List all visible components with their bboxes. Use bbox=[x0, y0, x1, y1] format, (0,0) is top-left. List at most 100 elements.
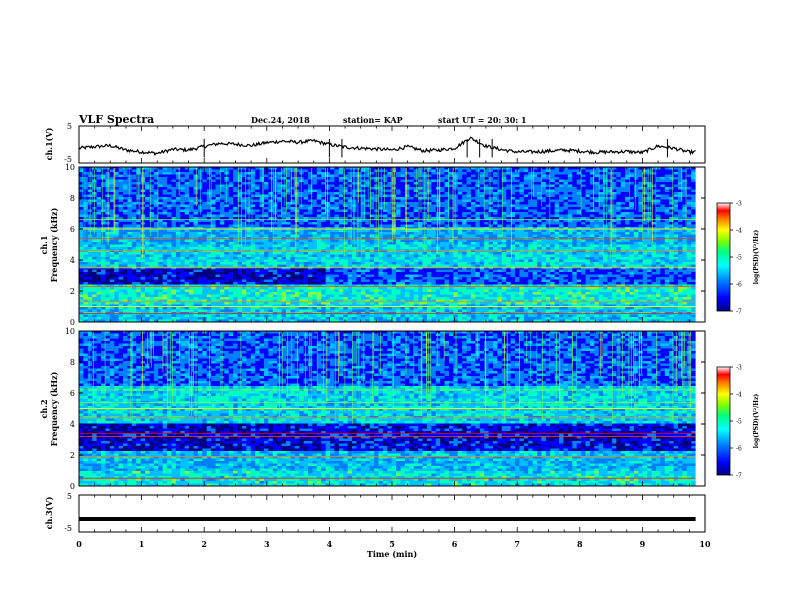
spectrogram-cell bbox=[123, 177, 128, 180]
spectrogram-cell bbox=[572, 179, 578, 183]
spectrogram-cell bbox=[299, 212, 305, 215]
spectrogram-cell bbox=[162, 232, 168, 235]
spectrogram-cell bbox=[554, 239, 560, 243]
spectrogram-cell bbox=[616, 219, 622, 223]
spectrogram-cell bbox=[554, 232, 560, 235]
spectrogram-cell bbox=[484, 209, 489, 213]
spectrogram-cell bbox=[290, 177, 296, 180]
spectrogram-cell bbox=[528, 234, 534, 238]
spectrogram-cell bbox=[299, 189, 305, 193]
spectrogram-cell bbox=[184, 252, 190, 255]
spectrogram-cell bbox=[616, 179, 622, 183]
spectrogram-cell bbox=[308, 242, 313, 245]
spectrogram-cell bbox=[175, 197, 181, 200]
spectrogram-cell bbox=[426, 212, 432, 215]
spectrogram-cell bbox=[501, 197, 507, 200]
spectrogram-cell bbox=[114, 252, 120, 255]
spectrogram-cell bbox=[400, 209, 406, 213]
spectrogram-cell bbox=[255, 194, 260, 198]
spectrogram-cell bbox=[255, 254, 260, 258]
spectrogram-cell bbox=[259, 242, 265, 245]
spectrogram-cell bbox=[532, 174, 538, 178]
spectrogram-cell bbox=[382, 174, 388, 178]
spectrogram-cell bbox=[506, 172, 512, 175]
spectrogram-cell bbox=[453, 227, 459, 230]
spectrogram-cell bbox=[224, 224, 230, 228]
spectrogram-cell bbox=[475, 252, 481, 255]
spectrogram-cell bbox=[462, 189, 467, 193]
spectrogram-cell bbox=[426, 214, 432, 218]
spectrogram-cell bbox=[136, 209, 142, 213]
spectrogram-cell bbox=[673, 239, 679, 243]
spectrogram-cell bbox=[321, 169, 327, 173]
spectrogram-cell bbox=[167, 177, 172, 180]
spectrogram-cell bbox=[290, 232, 296, 235]
spectrogram-cell bbox=[149, 224, 155, 228]
spectrogram-cell bbox=[418, 234, 423, 238]
spectrogram-cell bbox=[250, 182, 256, 185]
spectrogram-cell bbox=[202, 247, 208, 250]
spectrogram-cell bbox=[510, 167, 516, 170]
spectrogram-cell bbox=[479, 234, 485, 238]
spectrogram-cell bbox=[118, 217, 124, 220]
spectrogram-cell bbox=[123, 184, 128, 188]
spectrogram-cell bbox=[365, 232, 371, 235]
spectrogram-cell bbox=[193, 222, 199, 225]
spectrogram-cell bbox=[633, 217, 639, 220]
spectrogram-cell bbox=[532, 217, 538, 220]
spectrogram-cell bbox=[136, 199, 142, 203]
spectrogram-cell bbox=[325, 217, 331, 220]
spectrogram-cell bbox=[598, 214, 604, 218]
spectrogram-cell bbox=[233, 187, 238, 190]
spectrogram-cell bbox=[233, 209, 238, 213]
spectrogram-cell bbox=[136, 254, 142, 258]
spectrogram-cell bbox=[448, 199, 454, 203]
spectrogram-cell bbox=[418, 204, 423, 208]
spectrogram-cell bbox=[572, 199, 578, 203]
spectrogram-cell bbox=[585, 174, 591, 178]
spectrogram-cell bbox=[308, 234, 313, 238]
spectrogram-cell bbox=[308, 227, 313, 230]
spectrogram-cell bbox=[255, 197, 260, 200]
spectrogram-cell bbox=[462, 234, 467, 238]
spectrogram-cell bbox=[114, 242, 120, 245]
spectrogram-cell bbox=[149, 244, 155, 248]
spectrogram-cell bbox=[655, 192, 661, 195]
spectrogram-cell bbox=[356, 247, 362, 250]
spectrogram-cell bbox=[149, 227, 155, 230]
spectrogram-cell bbox=[189, 184, 194, 188]
spectrogram-cell bbox=[519, 217, 525, 220]
spectrogram-cell bbox=[259, 217, 265, 220]
spectrogram-cell bbox=[655, 169, 661, 173]
spectrogram-cell bbox=[598, 202, 604, 205]
spectrogram-cell bbox=[625, 212, 630, 215]
spectrogram-cell bbox=[541, 167, 547, 170]
spectrogram-cell bbox=[594, 207, 600, 210]
spectrogram-cell bbox=[299, 252, 305, 255]
spectrogram-cell bbox=[669, 247, 674, 250]
spectrogram-cell bbox=[506, 222, 512, 225]
spectrogram-cell bbox=[263, 217, 269, 220]
spectrogram-cell bbox=[647, 229, 652, 233]
spectrogram-cell bbox=[673, 182, 679, 185]
spectrogram-cell bbox=[206, 197, 212, 200]
spectrogram-cell bbox=[211, 232, 216, 235]
spectrogram-cell bbox=[184, 234, 190, 238]
spectrogram-cell bbox=[167, 254, 172, 258]
spectrogram-cell bbox=[691, 217, 697, 220]
spectrogram-cell bbox=[554, 182, 560, 185]
spectrogram-cell bbox=[488, 219, 494, 223]
spectrogram-cell bbox=[625, 219, 630, 223]
spectrogram-cell bbox=[400, 177, 406, 180]
spectrogram-cell bbox=[268, 192, 274, 195]
spectrogram-cell bbox=[109, 202, 115, 205]
spectrogram-cell bbox=[237, 217, 243, 220]
spectrogram-cell bbox=[330, 204, 335, 208]
spectrogram-cell bbox=[567, 194, 573, 198]
spectrogram-cell bbox=[550, 244, 556, 248]
spectrogram-cell bbox=[404, 179, 410, 183]
spectrogram-cell bbox=[123, 239, 128, 243]
spectrogram-cell bbox=[202, 187, 208, 190]
spectrogram-cell bbox=[682, 179, 688, 183]
spectrogram-cell bbox=[545, 229, 551, 233]
